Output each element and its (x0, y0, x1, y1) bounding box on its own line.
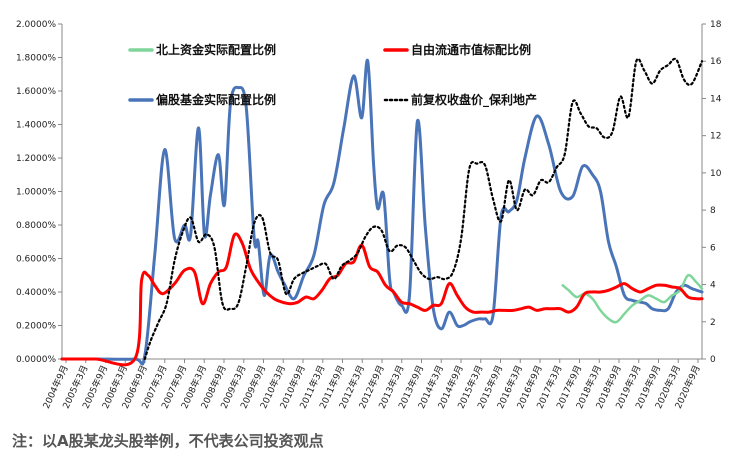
legend-label: 北上资金实际配置比例 (156, 42, 276, 57)
legend-label: 自由流通市值标配比例 (411, 42, 531, 57)
right-tick-label: 18 (710, 20, 722, 30)
right-tick-label: 10 (710, 169, 722, 179)
poly-price-series-line (143, 57, 704, 361)
left-tick-label: 1.6000% (16, 87, 56, 97)
right-tick-label: 0 (710, 355, 716, 365)
left-tick-label: 0.2000% (16, 322, 56, 332)
free-float-series-line (60, 232, 704, 367)
right-tick-label: 2 (710, 318, 716, 328)
northbound-series-line (561, 273, 704, 324)
left-tick-label: 0.0000% (16, 355, 56, 365)
legend-label: 前复权收盘价_保利地产 (411, 92, 537, 108)
left-tick-label: 1.0000% (16, 188, 56, 198)
chart-note: 注：以A股某龙头股举例，不代表公司投资观点 (12, 432, 324, 450)
left-tick-label: 0.6000% (16, 255, 56, 265)
left-tick-label: 2.0000% (16, 20, 56, 30)
legend-label: 偏股基金实际配置比例 (156, 92, 276, 107)
left-tick-label: 1.8000% (16, 54, 56, 64)
right-tick-label: 6 (710, 243, 716, 253)
left-tick-label: 1.4000% (16, 121, 56, 131)
right-tick-label: 12 (710, 132, 721, 142)
right-tick-label: 4 (710, 281, 716, 291)
left-tick-label: 0.4000% (16, 288, 56, 298)
left-tick-label: 1.2000% (16, 154, 56, 164)
right-tick-label: 8 (710, 206, 716, 216)
right-tick-label: 14 (710, 94, 722, 104)
right-tick-label: 16 (710, 57, 722, 67)
left-tick-label: 0.8000% (16, 221, 56, 231)
